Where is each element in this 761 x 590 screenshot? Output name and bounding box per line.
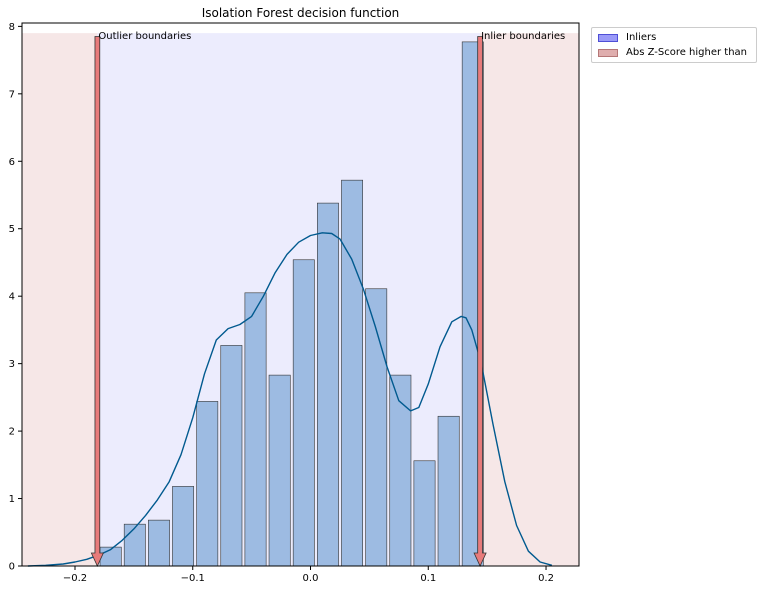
histogram-bar: [220, 345, 243, 567]
y-axis-ticks: 0 1 2 3 4 5 6 7 8: [9, 22, 22, 573]
y-tick-label: 1: [9, 494, 15, 505]
legend-swatch-zscore: [598, 48, 618, 57]
histogram-bar: [196, 401, 219, 567]
outlier-boundary-arrow: [90, 36, 104, 567]
histogram-bar: [244, 292, 267, 567]
outlier-region-right: [480, 33, 579, 566]
y-tick-label: 7: [9, 89, 15, 100]
y-tick-label: 2: [9, 427, 15, 438]
x-tick-label: 0.1: [420, 573, 436, 584]
legend: Inliers Abs Z-Score higher than: [591, 27, 757, 63]
y-tick-label: 3: [9, 359, 15, 370]
legend-swatch-inliers: [598, 33, 618, 42]
legend-item-zscore: Abs Z-Score higher than: [598, 46, 747, 59]
x-tick-label: 0.2: [538, 573, 554, 584]
x-tick-label: −0.1: [181, 573, 205, 584]
inlier-boundary-arrow: [473, 36, 487, 567]
legend-label-zscore: Abs Z-Score higher than: [626, 47, 748, 58]
histogram-bar: [437, 415, 460, 567]
y-tick-label: 0: [9, 562, 15, 573]
histogram-bar: [389, 374, 412, 567]
histogram-bar: [292, 259, 315, 567]
legend-item-inliers: Inliers: [598, 31, 656, 44]
boundary-arrows: Outlier boundaries Inlier boundaries: [90, 31, 565, 567]
outlier-region-left: [22, 33, 98, 566]
histogram-bar: [123, 523, 146, 567]
histogram-bar: [341, 179, 364, 567]
y-tick-label: 4: [9, 292, 15, 303]
histogram-bar: [317, 202, 339, 567]
x-tick-label: −0.2: [63, 573, 87, 584]
y-tick-label: 5: [9, 224, 15, 235]
histogram-bar: [268, 374, 291, 567]
legend-label-inliers: Inliers: [626, 32, 657, 43]
histogram-bar: [148, 519, 170, 567]
axes-frame: [21, 22, 580, 567]
y-tick-label: 8: [9, 22, 15, 33]
kde-curve: [27, 232, 553, 567]
chart-title: Isolation Forest decision function: [202, 6, 400, 20]
x-axis-ticks: −0.2 −0.1 0.0 0.1 0.2: [63, 566, 554, 584]
outlier-boundary-label: Outlier boundaries: [98, 31, 191, 42]
histogram-bar: [172, 486, 195, 567]
kde-curve-group: [27, 232, 553, 567]
histogram-bar: [413, 460, 436, 567]
x-tick-label: 0.0: [303, 573, 319, 584]
inlier-boundary-label: Inlier boundaries: [481, 31, 565, 42]
y-tick-label: 6: [9, 157, 15, 168]
